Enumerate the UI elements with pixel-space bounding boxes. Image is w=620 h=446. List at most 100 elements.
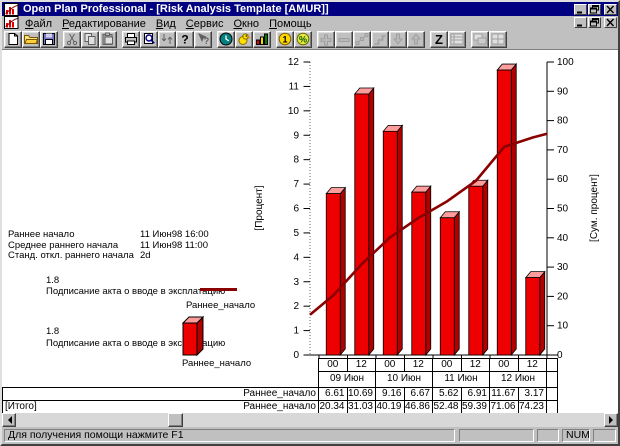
svg-text:20: 20 bbox=[557, 291, 569, 302]
sort-z-button[interactable]: Z bbox=[430, 30, 448, 48]
menu-помощь[interactable]: Помощь bbox=[269, 17, 312, 30]
document-chart-icon[interactable] bbox=[4, 16, 19, 29]
horizontal-scrollbar[interactable] bbox=[2, 413, 618, 427]
status-panel-5 bbox=[593, 429, 616, 442]
print-preview-button[interactable] bbox=[140, 30, 158, 48]
import-export-icon bbox=[161, 34, 173, 44]
svg-text:8: 8 bbox=[293, 155, 299, 166]
cut-button bbox=[63, 30, 81, 48]
stat-row: Раннее начало 11 Июн98 16:00 bbox=[8, 229, 209, 241]
stat-value: 2d bbox=[140, 250, 151, 261]
cost-coin-button[interactable]: 1 bbox=[276, 30, 294, 48]
value-cell: 6.61 bbox=[319, 388, 348, 400]
time-cell: 12 bbox=[461, 359, 490, 372]
resource-bird-icon bbox=[238, 33, 251, 45]
menu-вид[interactable]: Вид bbox=[155, 17, 176, 30]
percent-button[interactable]: % bbox=[294, 30, 312, 48]
legend-line-activity: Подписание акта о вводе в эксплатацию bbox=[46, 286, 226, 297]
arrow-left-icon bbox=[4, 416, 12, 424]
cost-coin-icon: 1 bbox=[278, 32, 292, 46]
svg-text:?: ? bbox=[181, 33, 188, 47]
scroll-left-button[interactable] bbox=[2, 413, 16, 427]
toolbar-group: 1% bbox=[276, 30, 312, 48]
open-folder-button[interactable] bbox=[22, 30, 40, 48]
time-clock-button[interactable] bbox=[217, 30, 235, 48]
minimize-button[interactable] bbox=[574, 3, 587, 15]
svg-text:Z: Z bbox=[435, 32, 443, 46]
stat-row: Среднее раннего начала 11 Июн98 11:00 bbox=[8, 240, 209, 252]
help-button[interactable]: ? bbox=[176, 30, 194, 48]
close-icon bbox=[606, 5, 615, 13]
num-lock-indicator: NUM bbox=[562, 429, 590, 442]
table-layout-button bbox=[448, 30, 466, 48]
new-document-button[interactable] bbox=[4, 30, 22, 48]
row-label-right: Раннее_начало bbox=[243, 401, 316, 412]
value-cell: 59.39 bbox=[462, 401, 490, 413]
cut-icon bbox=[66, 33, 78, 46]
risk-histogram-button[interactable] bbox=[253, 30, 271, 48]
risk-histogram-chart: 01234567891011120102030405060708090100[П… bbox=[254, 57, 600, 361]
chart-view: 0 1 2 3 4 5 6 7 8 9 10 11 12 0 10 20 30 40 50 60 70 80 90 100 [П… bbox=[2, 50, 618, 413]
value-cell: 3.17 bbox=[519, 388, 547, 400]
link-nodes-button bbox=[353, 30, 371, 48]
time-clock-icon bbox=[219, 32, 233, 46]
stat-row: Станд. откл. раннего начала 2d bbox=[8, 250, 209, 262]
svg-text:11: 11 bbox=[289, 81, 300, 92]
close-button[interactable] bbox=[604, 3, 617, 15]
toolbar-group bbox=[317, 30, 425, 48]
menu-окно[interactable]: Окно bbox=[233, 17, 260, 30]
svg-text:2: 2 bbox=[293, 301, 299, 312]
time-header-row: 00 12 00 12 00 12 00 12 bbox=[319, 359, 557, 372]
menu-редактирование[interactable]: Редактирование bbox=[62, 17, 146, 30]
value-cell: 6.67 bbox=[405, 388, 433, 400]
window-tile-icon bbox=[491, 33, 505, 45]
title-bar: Open Plan Professional - [Risk Analysis … bbox=[2, 2, 618, 16]
date-cell: 11 Июн bbox=[433, 372, 490, 387]
value-cell: 40.19 bbox=[376, 401, 405, 413]
sort-z-icon: Z bbox=[435, 32, 443, 46]
menu-файл[interactable]: Файл bbox=[25, 17, 53, 30]
restore-button[interactable] bbox=[588, 3, 601, 15]
time-cell: 12 bbox=[347, 359, 376, 372]
status-bar: Для получения помощи нажмите F1 NUM bbox=[2, 427, 618, 444]
svg-text:90: 90 bbox=[557, 86, 569, 97]
mdi-restore-button[interactable] bbox=[588, 17, 601, 28]
status-message: Для получения помощи нажмите F1 bbox=[4, 429, 455, 442]
minimize-icon bbox=[577, 24, 582, 27]
context-help-icon: ? bbox=[198, 33, 209, 46]
legend-line-code: 1.8 bbox=[46, 275, 60, 286]
scroll-right-button[interactable] bbox=[604, 413, 618, 427]
time-cell: 12 bbox=[404, 359, 433, 372]
window-cascade-button bbox=[471, 30, 489, 48]
value-cell: 71.06 bbox=[490, 401, 519, 413]
mdi-minimize-button[interactable] bbox=[574, 17, 587, 28]
resource-bird-button[interactable] bbox=[235, 30, 253, 48]
value-cell-trailing bbox=[547, 401, 557, 413]
svg-text:80: 80 bbox=[557, 116, 569, 127]
svg-text:4: 4 bbox=[293, 252, 299, 263]
toolbar-group bbox=[217, 30, 271, 48]
print-preview-icon bbox=[144, 33, 155, 44]
save-floppy-button[interactable] bbox=[40, 30, 58, 48]
cumulative-values-row: [Итого] Раннее_начало 20.34 31.03 40.19 46.86… bbox=[3, 401, 557, 413]
toolbar-group bbox=[471, 30, 507, 48]
arrow-up-icon bbox=[410, 33, 422, 45]
mdi-close-button[interactable] bbox=[604, 17, 617, 28]
time-cell-trailing bbox=[547, 359, 557, 372]
svg-text:100: 100 bbox=[557, 57, 574, 68]
scrollbar-thumb[interactable] bbox=[168, 413, 183, 427]
legend-bar-activity: Подписание акта о вводе в эксплатацию bbox=[46, 338, 226, 349]
link-nodes-icon bbox=[355, 33, 369, 45]
svg-text:[Процент]: [Процент] bbox=[254, 185, 265, 230]
svg-text:7: 7 bbox=[293, 179, 299, 190]
value-cell: 20.34 bbox=[319, 401, 348, 413]
menu-сервис[interactable]: Сервис bbox=[185, 17, 224, 30]
svg-text:40: 40 bbox=[557, 233, 569, 244]
svg-text:1: 1 bbox=[293, 326, 299, 337]
row-label-cell: Раннее_начало bbox=[3, 388, 319, 400]
date-cell: 09 Июн bbox=[319, 372, 376, 387]
toolbar-group bbox=[4, 30, 58, 48]
print-button[interactable] bbox=[122, 30, 140, 48]
context-help-button: ? bbox=[194, 30, 212, 48]
